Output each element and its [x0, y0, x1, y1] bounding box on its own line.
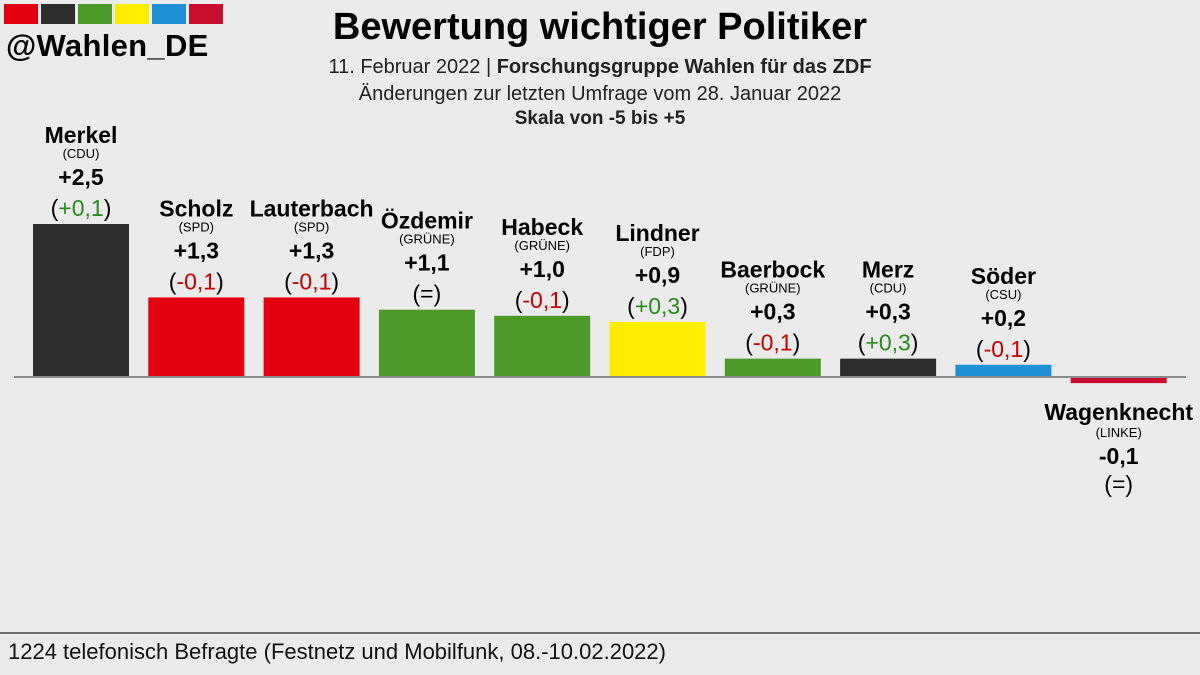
change-label: (-0,1) [976, 336, 1031, 362]
politician-name: Söder [971, 263, 1036, 289]
bar [724, 358, 821, 377]
party-label: (CDU) [63, 146, 100, 161]
bar [33, 224, 129, 377]
subtitle-date-source: 11. Februar 2022 | Forschungsgruppe Wahl… [0, 56, 1200, 79]
bar [263, 297, 360, 377]
value-label: +0,3 [750, 299, 795, 325]
value-label: +0,3 [865, 299, 910, 325]
chart-title: Bewertung wichtiger Politiker [332, 6, 868, 48]
bar [1070, 377, 1167, 384]
bar [378, 309, 475, 377]
politician-name: Merz [862, 257, 914, 283]
brand-swatch [152, 4, 186, 24]
scale-note: Skala von -5 bis +5 [514, 108, 686, 129]
party-label: (GRÜNE) [399, 232, 455, 247]
survey-date: 11. Februar 2022 [328, 56, 481, 78]
bar [494, 315, 591, 377]
change-label: (+0,1) [51, 195, 112, 221]
value-label: +0,9 [635, 262, 680, 288]
party-label: (FDP) [640, 244, 675, 259]
party-label: (LINKE) [1096, 425, 1142, 440]
politician-name: Wagenknecht [1044, 399, 1193, 425]
change-label: (-0,1) [284, 268, 339, 294]
brand-handle: @Wahlen_DE [6, 28, 209, 63]
party-label: (SPD) [294, 219, 329, 234]
value-label: +0,2 [981, 305, 1026, 331]
change-label: (-0,1) [169, 268, 224, 294]
change-label: (+0,3) [858, 330, 919, 356]
politician-name: Habeck [501, 214, 583, 240]
value-label: +1,3 [174, 237, 219, 263]
brand-swatch [41, 4, 75, 24]
change-label: (-0,1) [745, 330, 800, 356]
party-label: (SPD) [179, 219, 214, 234]
subtitle-separator: | [485, 56, 492, 78]
brand-color-bar [4, 4, 223, 24]
value-label: +1,1 [404, 250, 450, 276]
brand-swatch [189, 4, 223, 24]
changes-note: Änderungen zur letzten Umfrage vom 28. J… [358, 83, 842, 105]
change-label: (-0,1) [515, 287, 570, 313]
change-label: (=) [413, 281, 442, 307]
brand-swatch [78, 4, 112, 24]
politician-name: Lindner [615, 220, 699, 246]
value-label: +2,5 [58, 164, 104, 190]
brand-swatch [4, 4, 38, 24]
party-label: (GRÜNE) [745, 281, 801, 296]
politician-name: Lauterbach [250, 195, 374, 221]
value-label: +1,0 [519, 256, 564, 282]
brand-swatch [115, 4, 149, 24]
survey-source: Forschungsgruppe Wahlen für das ZDF [496, 56, 872, 78]
politician-name: Merkel [45, 122, 118, 148]
politician-name: Özdemir [381, 208, 473, 234]
value-label: -0,1 [1099, 443, 1139, 469]
party-label: (GRÜNE) [514, 238, 570, 253]
bar [955, 364, 1052, 377]
value-label: +1,3 [289, 237, 334, 263]
footer-note: 1224 telefonisch Befragte (Festnetz und … [8, 639, 666, 664]
bar [840, 358, 937, 377]
footer-divider [0, 632, 1200, 634]
party-label: (CSU) [985, 287, 1021, 302]
politician-name: Scholz [159, 195, 233, 221]
change-label: (=) [1104, 471, 1133, 497]
change-label: (+0,3) [627, 293, 688, 319]
party-label: (CDU) [870, 281, 907, 296]
bar [609, 321, 706, 377]
bar [148, 297, 245, 377]
politician-name: Baerbock [720, 257, 825, 283]
